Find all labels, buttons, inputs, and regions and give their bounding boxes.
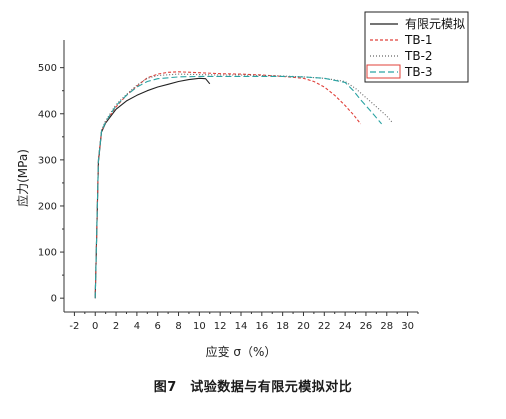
x-tick-label: 0 — [92, 321, 98, 332]
legend-highlight-box — [366, 64, 401, 79]
y-axis-title: 应力(MPa) — [15, 149, 30, 207]
y-tick-label: 0 — [51, 294, 57, 305]
y-tick-label: 200 — [38, 201, 57, 212]
x-tick-label: 30 — [401, 321, 414, 332]
x-tick-label: 28 — [380, 321, 393, 332]
series-line-1 — [94, 77, 211, 299]
x-tick-label: 24 — [339, 321, 352, 332]
y-tick-label: 400 — [38, 109, 57, 120]
x-tick-label: 6 — [155, 321, 161, 332]
x-tick-label: 26 — [360, 321, 373, 332]
y-tick-label: 100 — [38, 248, 57, 259]
y-tick-label: 500 — [38, 63, 57, 74]
x-tick-label: 12 — [214, 321, 227, 332]
x-tick-label: 20 — [297, 321, 310, 332]
legend-label-2: TB-1 — [404, 33, 433, 47]
series-line-4 — [94, 75, 383, 299]
x-tick-label: 2 — [113, 321, 119, 332]
x-tick-label: 14 — [235, 321, 248, 332]
x-axis-title: 应变 σ（%） — [206, 344, 277, 359]
x-tick-label: 16 — [255, 321, 268, 332]
legend: 有限元模拟 TB-1 TB-2 TB-3 — [364, 11, 469, 83]
series-line-3 — [94, 73, 393, 299]
x-tick-label: -2 — [69, 321, 79, 332]
series-line-2 — [94, 71, 362, 299]
legend-label-3: TB-2 — [404, 49, 433, 63]
figure-caption: 图7 试验数据与有限元模拟对比 — [153, 380, 353, 395]
x-tick-label: 4 — [134, 321, 140, 332]
y-tick-label: 300 — [38, 155, 57, 166]
x-tick-label: 22 — [318, 321, 331, 332]
series-layer — [94, 71, 393, 299]
legend-label-1: 有限元模拟 — [405, 17, 465, 31]
x-tick-label: 18 — [276, 321, 289, 332]
x-tick-label: 8 — [175, 321, 181, 332]
x-tick-label: 10 — [193, 321, 206, 332]
ticks-layer: -2 0 2 4 6 8 10 12 14 16 18 20 22 24 26 28 3001002003004… — [38, 63, 419, 332]
legend-label-4: TB-3 — [404, 65, 433, 79]
